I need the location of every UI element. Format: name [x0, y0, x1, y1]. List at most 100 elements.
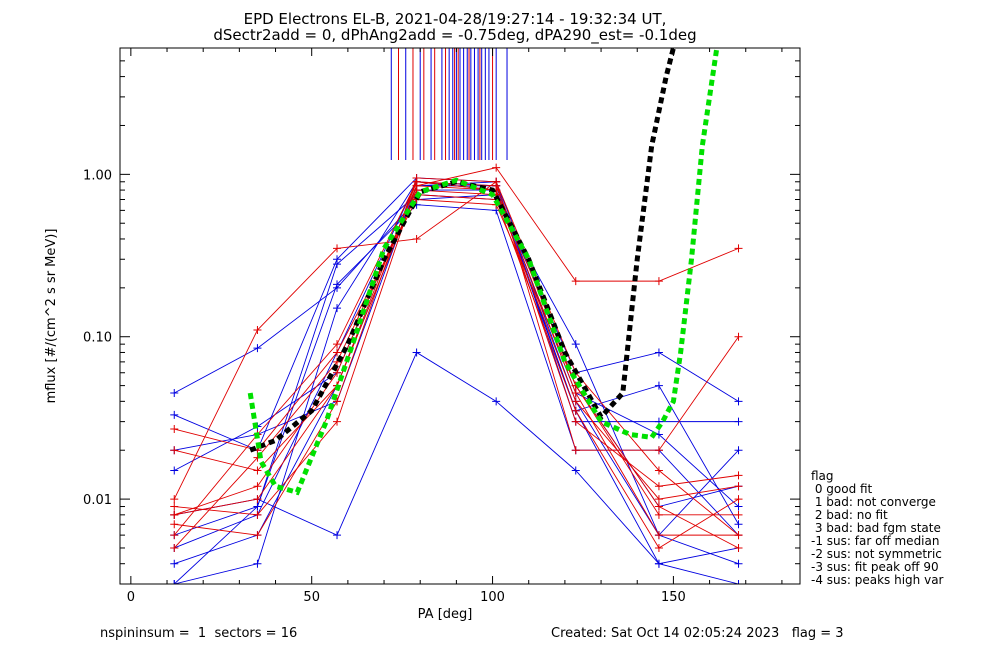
red-point [734, 332, 743, 341]
data-layer [170, 48, 743, 584]
legend-item-4: -1 sus: far off median [811, 534, 940, 548]
axes-frame [119, 47, 801, 585]
red-spectrum-line [173, 194, 739, 549]
legend-title: flag [811, 469, 834, 483]
red-spectrum-line [174, 199, 739, 549]
chart-title: EPD Electrons EL-B, 2021-04-28/19:27:14 … [244, 10, 667, 28]
y-axis-label: mflux [#/(cm^2 s sr MeV)] [44, 229, 59, 404]
blue-point [734, 446, 743, 455]
legend-item-5: -2 sus: not symmetric [811, 547, 942, 561]
red-spectrum-line [174, 185, 739, 536]
blue-point [734, 397, 743, 406]
y-tick-label: 0.10 [83, 331, 112, 346]
red-point [253, 495, 262, 504]
red-point [734, 244, 743, 253]
blue-point [333, 280, 342, 289]
red-point [170, 520, 179, 529]
red-point [571, 277, 580, 286]
red-point [571, 397, 580, 406]
blue-point [654, 348, 663, 357]
red-point [333, 244, 342, 253]
red-point [654, 277, 663, 286]
blue-point [170, 389, 179, 398]
blue-point [170, 580, 179, 584]
red-spectrum-line [174, 177, 739, 536]
blue-spectrum-line [174, 185, 739, 525]
red-point [571, 446, 580, 455]
red-point [333, 397, 342, 406]
red-point [654, 466, 663, 475]
blue-point [253, 344, 262, 353]
red-point [734, 510, 743, 519]
blue-point [571, 466, 580, 475]
red-point [170, 510, 179, 519]
red-point [253, 531, 262, 540]
blue-point [412, 348, 421, 357]
blue-point [734, 520, 743, 529]
legend-item-7: -4 sus: peaks high var [811, 573, 944, 587]
y-tick-label: 0.01 [83, 493, 112, 508]
legend-item-3: 3 bad: bad fgm state [811, 521, 941, 535]
red-point [654, 446, 663, 455]
x-tick-label: 150 [661, 590, 686, 605]
red-point [571, 406, 580, 415]
red-point [571, 417, 580, 426]
flag-legend: flag 0 good fit 1 bad: not converge 2 ba… [811, 470, 943, 587]
blue-spectrum-line [174, 351, 739, 584]
blue-point [734, 559, 743, 568]
red-point [253, 466, 262, 475]
legend-item-6: -3 sus: fit peak off 90 [811, 560, 939, 574]
blue-point [734, 580, 743, 584]
red-point [170, 425, 179, 434]
red-point [571, 389, 580, 398]
axis-layer: 0 50 100 150 0.01 0.10 1.00 [83, 47, 800, 605]
red-point [333, 368, 342, 377]
red-point [654, 531, 663, 540]
legend-item-2: 2 bad: no fit [811, 508, 888, 522]
blue-point [333, 304, 342, 313]
footer-left: nspininsum = 1 sectors = 16 [100, 626, 298, 641]
red-point [253, 510, 262, 519]
red-point [654, 482, 663, 491]
blue-point [734, 417, 743, 426]
red-point [492, 177, 501, 186]
red-point [170, 446, 179, 455]
red-point [333, 348, 342, 357]
red-point [654, 495, 663, 504]
blue-spectrum-line [174, 189, 739, 565]
red-point [170, 543, 179, 552]
red-point [170, 502, 179, 511]
red-point [333, 417, 342, 426]
blue-spectrum-line [174, 181, 739, 451]
red-point [734, 471, 743, 480]
red-point [734, 495, 743, 504]
red-spectrum-line [174, 167, 739, 516]
blue-point [253, 502, 262, 511]
red-point [654, 543, 663, 552]
legend-item-1: 1 bad: not converge [811, 495, 936, 509]
blue-point [170, 410, 179, 419]
red-point [333, 340, 342, 349]
x-axis-label: PA [deg] [418, 607, 473, 622]
red-point [412, 234, 421, 243]
red-point [734, 482, 743, 491]
blue-point [571, 340, 580, 349]
red-point [734, 543, 743, 552]
x-tick-label: 100 [480, 590, 505, 605]
blue-point [333, 531, 342, 540]
red-spectrum-line [173, 181, 739, 500]
blue-point [492, 397, 501, 406]
blue-point [253, 559, 262, 568]
red-point [654, 510, 663, 519]
red-point [253, 326, 262, 335]
blue-point [170, 466, 179, 475]
blue-spectrum-line [174, 194, 739, 402]
blue-point [654, 559, 663, 568]
red-point [654, 502, 663, 511]
red-point [492, 163, 501, 172]
chart-subtitle: dSectr2add = 0, dPhAng2add = -0.75deg, d… [213, 26, 696, 45]
red-spectrum-line [174, 189, 739, 500]
x-tick-label: 50 [303, 590, 320, 605]
black-fit-curve [249, 48, 676, 453]
